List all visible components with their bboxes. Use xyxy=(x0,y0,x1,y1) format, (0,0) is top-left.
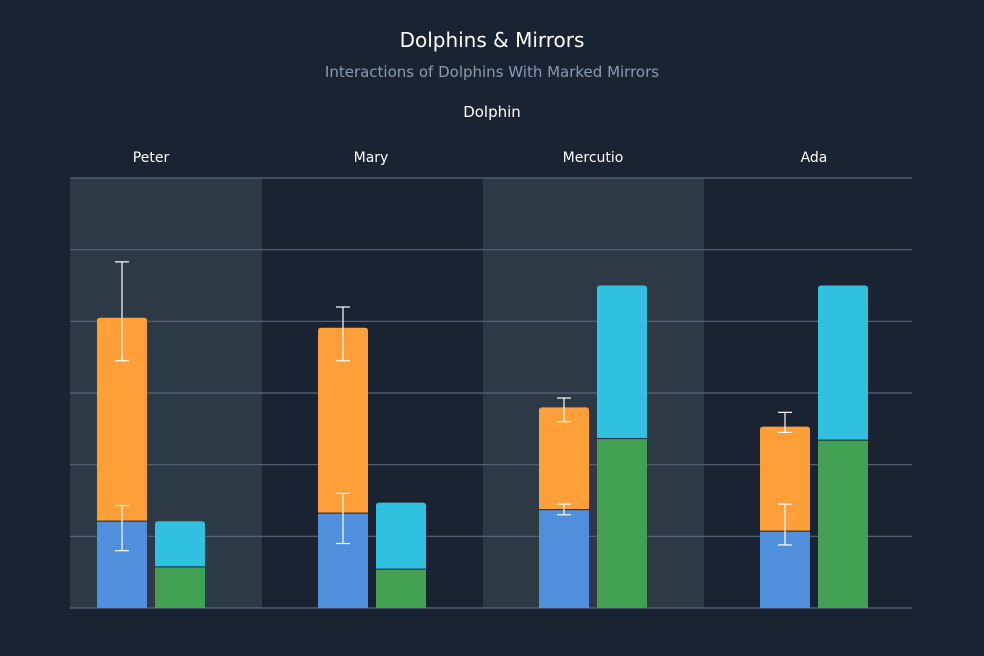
bar-segment xyxy=(318,327,368,513)
grouping-label: Dolphin xyxy=(463,103,521,121)
bar-segment xyxy=(539,509,589,608)
bar-segment xyxy=(376,502,426,569)
bar-segment xyxy=(97,317,147,521)
bar-segment xyxy=(597,285,647,439)
bar-segment xyxy=(760,426,810,531)
bar-segment xyxy=(597,438,647,608)
category-label: Mercutio xyxy=(563,150,624,166)
chart-title: Dolphins & Mirrors xyxy=(399,28,585,52)
chart-subtitle: Interactions of Dolphins With Marked Mir… xyxy=(324,63,660,81)
bar-segment xyxy=(155,521,205,567)
category-label: Mary xyxy=(354,150,389,166)
bar-segment xyxy=(155,566,205,608)
category-label: Ada xyxy=(801,150,828,166)
bar-segment xyxy=(818,439,868,608)
bar-segment xyxy=(539,407,589,510)
bar-segment xyxy=(818,285,868,440)
bar-segment xyxy=(376,568,426,608)
category-label: Peter xyxy=(133,150,170,166)
